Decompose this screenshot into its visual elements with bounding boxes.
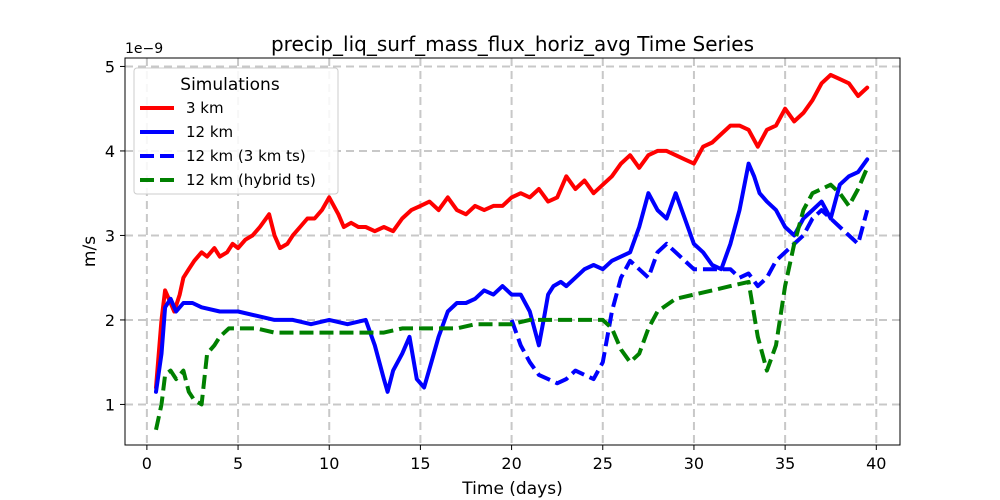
series-line-1 <box>154 157 870 394</box>
series-lines <box>154 72 870 431</box>
x-tick-label: 40 <box>866 454 886 473</box>
x-tick-label: 30 <box>684 454 704 473</box>
y-tick-label: 3 <box>105 226 115 245</box>
y-tick-label: 1 <box>105 395 115 414</box>
x-tick-label: 35 <box>775 454 795 473</box>
x-tick-label: 5 <box>233 454 243 473</box>
legend-label: 3 km <box>186 99 224 117</box>
legend-box <box>133 67 339 195</box>
y-tick-label: 4 <box>105 142 115 161</box>
y-axis-label: m/s <box>80 236 100 267</box>
legend-label: 12 km (hybrid ts) <box>186 171 316 189</box>
x-tick-label: 10 <box>319 454 339 473</box>
x-axis-label: Time (days) <box>461 479 562 499</box>
y-axis-offset-label: 1e−9 <box>125 41 163 57</box>
legend-title: Simulations <box>180 75 280 95</box>
series-line-3 <box>154 167 870 431</box>
legend-items: 3 km 12 km 12 km (3 km ts) 12 km (hybrid ts… <box>140 99 316 189</box>
plot-frame <box>124 57 901 446</box>
x-tick-label: 15 <box>410 454 430 473</box>
axis-ticks: 0 5 10 15 20 25 30 35 40 1 2 3 4 5 <box>105 57 887 473</box>
x-tick-label: 0 <box>142 454 152 473</box>
series-line-2 <box>509 208 870 386</box>
legend-label: 12 km (3 km ts) <box>186 147 306 165</box>
legend: Simulations 3 km 12 km 12 km (3 km ts) 12 k… <box>133 67 339 195</box>
y-tick-label: 2 <box>105 311 115 330</box>
legend-label: 12 km <box>186 123 233 141</box>
series-line-0 <box>154 72 870 390</box>
x-tick-label: 20 <box>501 454 521 473</box>
y-tick-label: 5 <box>105 57 115 76</box>
chart-title: precip_liq_surf_mass_flux_horiz_avg Time… <box>271 32 754 56</box>
x-tick-label: 25 <box>593 454 613 473</box>
